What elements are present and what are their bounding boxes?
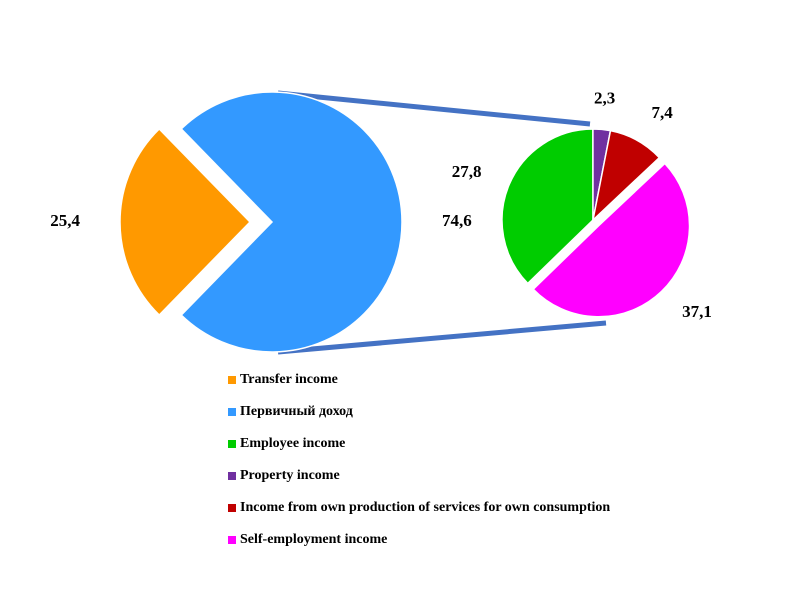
legend-swatch [228,376,236,384]
connector-line [277,90,591,127]
legend-label: Transfer income [240,372,338,387]
legend-swatch [228,408,236,416]
value-label: 2,3 [594,88,615,107]
value-label: 7,4 [651,103,673,122]
value-label: 25,4 [50,211,80,230]
pie-slice [591,129,661,223]
legend-label: Self-employment income [240,532,387,547]
pie-slice [119,127,252,317]
legend-swatch [228,536,236,544]
value-label: 37,1 [682,302,712,321]
legend-label: Income from own production of services f… [240,500,610,515]
value-label: 74,6 [442,211,472,230]
value-label: 27,8 [452,162,482,181]
pie-slice [180,91,403,353]
legend-label: Employee income [240,436,345,451]
pie-slice [532,162,691,318]
legend-label: Первичный доход [240,404,353,419]
legend-label: Property income [240,468,340,483]
legend-swatch [228,440,236,448]
legend-swatch [228,472,236,480]
pie-slice [501,128,594,285]
legend-swatch [228,504,236,512]
connector-line [277,320,607,355]
